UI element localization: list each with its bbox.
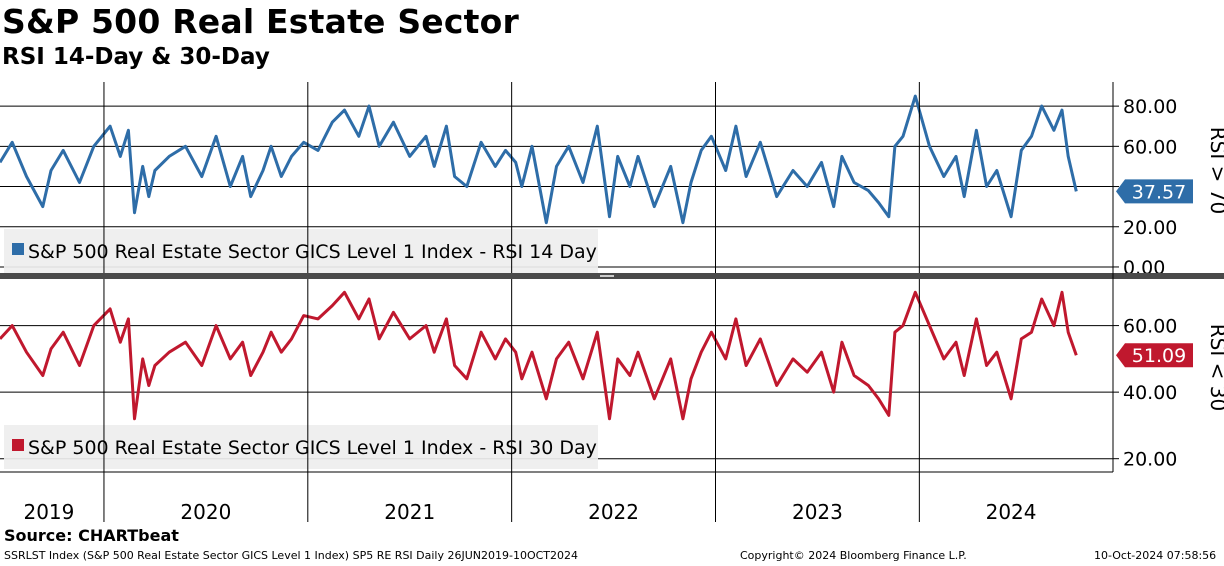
side-label-rsi-14: RSI > 70 — [1206, 127, 1224, 214]
y-tick-label-rsi-14: 60.00 — [1123, 136, 1177, 158]
x-tick-label-year: 2024 — [986, 500, 1037, 524]
legend-bg — [4, 229, 598, 273]
series-line-rsi-14 — [0, 94, 1078, 225]
legend-label-rsi-14: S&P 500 Real Estate Sector GICS Level 1 … — [28, 241, 597, 263]
footer-timestamp: 10-Oct-2024 07:58:56 — [1094, 549, 1217, 562]
last-value-label-rsi-14: 37.57 — [1132, 181, 1186, 203]
last-value-tag-rsi-30: 51.09 — [1116, 343, 1193, 368]
y-tick-label-rsi-14: 20.00 — [1123, 217, 1177, 239]
legend-rsi-14: S&P 500 Real Estate Sector GICS Level 1 … — [4, 229, 598, 273]
y-tick-label-rsi-14: 80.00 — [1123, 96, 1177, 118]
last-value-tag-rsi-14: 37.57 — [1116, 179, 1193, 204]
x-tick-label-year: 2022 — [588, 500, 639, 524]
chart-subtitle: RSI 14-Day & 30-Day — [2, 44, 270, 70]
series-line-rsi-30 — [0, 290, 1078, 421]
legend-rsi-30: S&P 500 Real Estate Sector GICS Level 1 … — [4, 425, 598, 469]
y-tick-label-rsi-30: 40.00 — [1123, 382, 1177, 404]
last-value-label-rsi-30: 51.09 — [1132, 345, 1186, 367]
legend-swatch-rsi-14 — [12, 243, 24, 255]
side-label-rsi-30: RSI < 30 — [1206, 324, 1224, 411]
legend-label-rsi-30: S&P 500 Real Estate Sector GICS Level 1 … — [28, 437, 597, 459]
last-value-tag-bg — [1116, 343, 1193, 368]
panel-separator-handle — [600, 275, 614, 277]
y-tick-label-rsi-30: 20.00 — [1123, 449, 1177, 471]
source-label: Source: CHARTbeat — [4, 526, 179, 545]
y-tick-label-rsi-30: 60.00 — [1123, 316, 1177, 338]
x-tick-label-year: 2021 — [384, 500, 435, 524]
legend-bg — [4, 425, 598, 469]
x-tick-label-year: 2019 — [23, 500, 74, 524]
x-tick-label-year: 2023 — [792, 500, 843, 524]
footer-copyright: Copyright© 2024 Bloomberg Finance L.P. — [740, 549, 967, 562]
footer-description: SSRLST Index (S&P 500 Real Estate Sector… — [4, 549, 579, 562]
chart-title: S&P 500 Real Estate Sector — [2, 2, 519, 41]
last-value-tag-bg — [1116, 179, 1193, 204]
x-tick-label-year: 2020 — [180, 500, 231, 524]
legend-swatch-rsi-30 — [12, 439, 24, 451]
